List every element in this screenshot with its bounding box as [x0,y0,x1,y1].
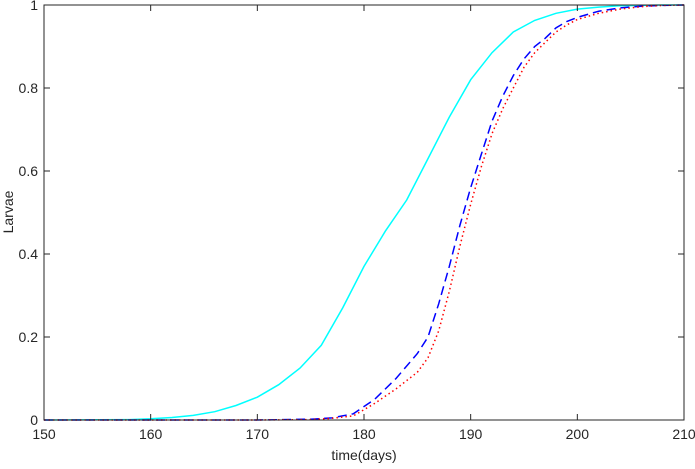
y-tick-label: 0.6 [19,163,39,179]
y-tick-label: 0.8 [19,80,39,96]
x-tick-label: 190 [459,426,483,442]
y-tick-label: 0 [30,412,38,428]
x-tick-label: 150 [32,426,56,442]
y-axis-label: Larvae [0,190,16,233]
plot-area [44,5,684,420]
y-tick-label: 0.4 [19,246,39,262]
x-tick-label: 180 [352,426,376,442]
x-tick-label: 170 [246,426,270,442]
y-tick-label: 1 [30,0,38,13]
tick-layer: 150 160 170 180 190 200 210 0 0.2 0.4 0.6 0.8 1 [19,0,695,442]
series-line-1 [43,4,684,421]
x-tick-label: 200 [566,426,590,442]
x-axis-label: time(days) [331,447,396,463]
series-line-2 [44,4,685,421]
x-tick-label: 160 [139,426,163,442]
series-layer [43,4,685,421]
y-tick-label: 0.2 [19,329,39,345]
x-tick-label: 210 [672,426,695,442]
